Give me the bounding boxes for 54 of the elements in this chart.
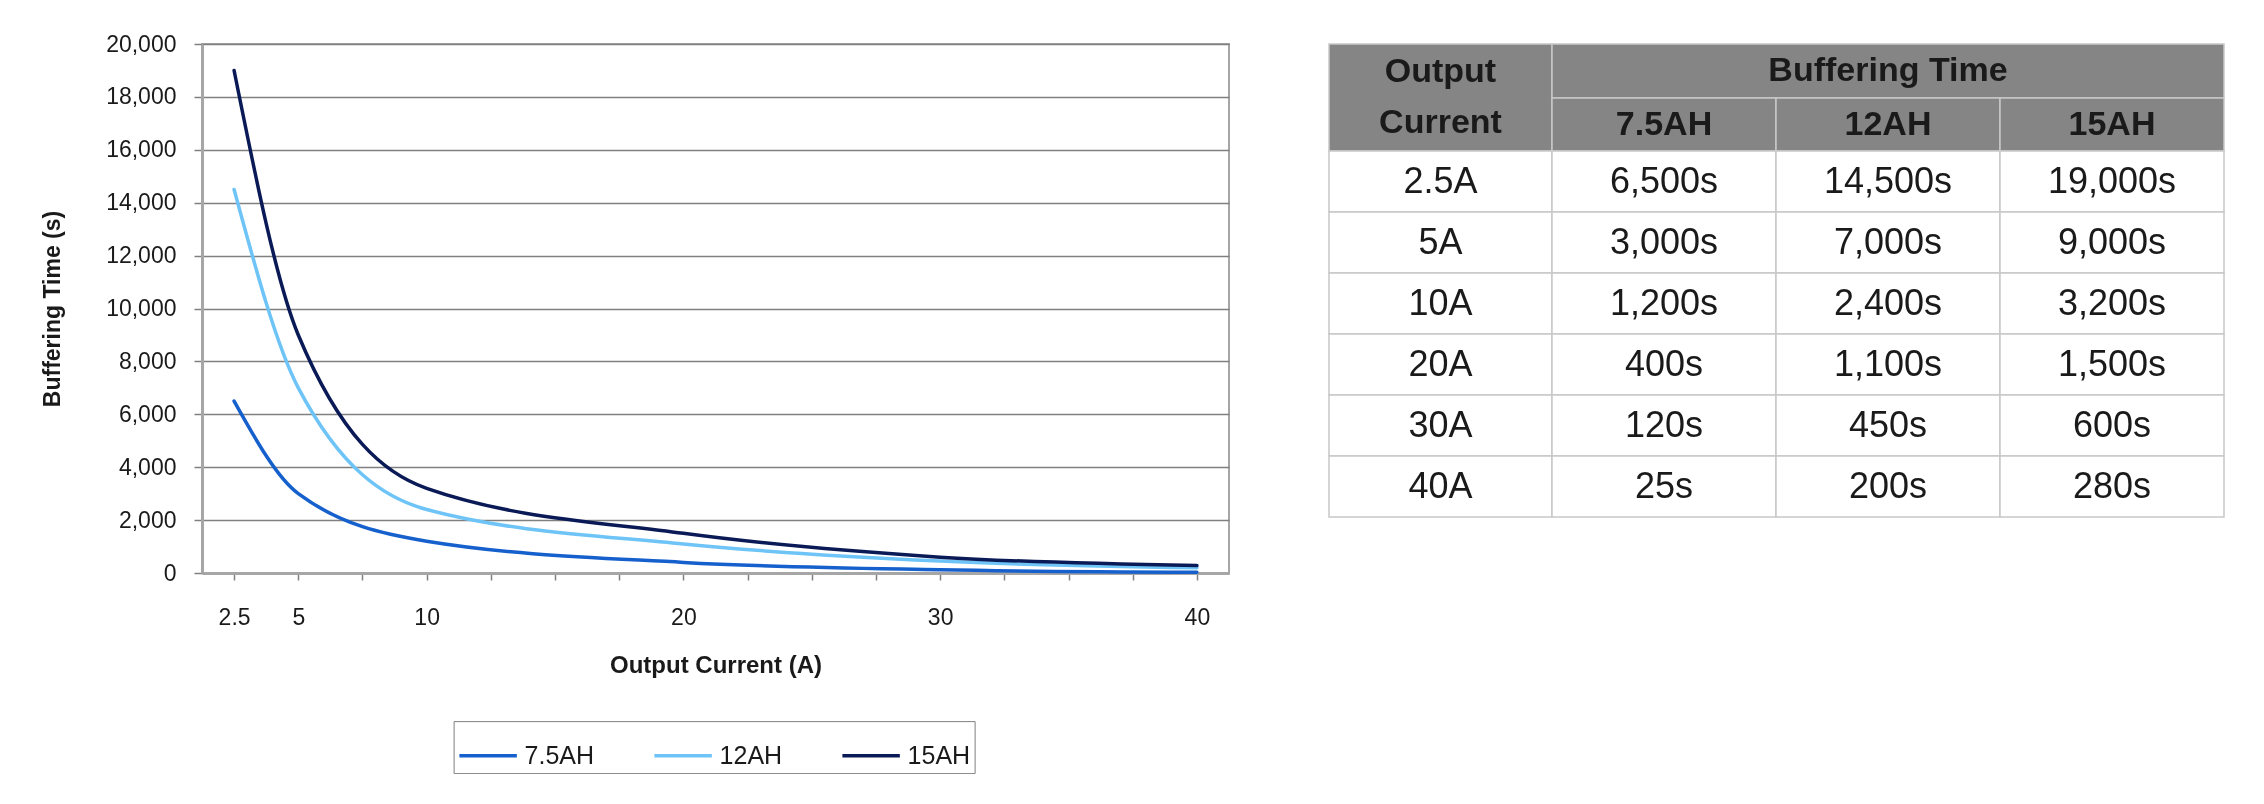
text: 30A <box>1408 403 1473 445</box>
text: 400s <box>1624 342 1704 384</box>
text: 1,100s <box>1833 342 1943 384</box>
text: 20A <box>1408 342 1473 384</box>
text: 120s <box>1624 403 1704 445</box>
text: Output Current <box>1379 51 1502 140</box>
y-tick-label: 14,000 <box>106 189 177 216</box>
legend-label: 7.5AH <box>524 740 595 769</box>
x-tick-label: 30 <box>927 603 954 630</box>
y-tick-label: 16,000 <box>106 136 177 163</box>
line-series <box>232 68 1199 568</box>
text: 25s <box>1634 464 1694 506</box>
y-tick-label: 4,000 <box>118 453 177 480</box>
legend-label: 12AH <box>719 740 783 769</box>
text: 7.5AH <box>1615 103 1713 142</box>
y-axis-title: Buffering Time (s) <box>39 210 66 408</box>
text: 3,200s <box>2057 281 2167 323</box>
line-series <box>232 399 1199 575</box>
y-tick-label: 0 <box>163 559 177 586</box>
text: 12AH <box>1844 103 1932 142</box>
text: 600s <box>2072 403 2152 445</box>
text: 10A <box>1408 281 1473 323</box>
text: 40A <box>1408 464 1473 506</box>
x-tick-label: 10 <box>414 603 440 630</box>
legend-label: 15AH <box>907 740 971 769</box>
y-tick-label: 12,000 <box>106 242 177 269</box>
text: 280s <box>2072 464 2152 506</box>
y-tick-label: 6,000 <box>118 400 177 427</box>
text: 1,200s <box>1609 281 1719 323</box>
text: 19,000s <box>2047 159 2177 201</box>
text: 7,000s <box>1833 220 1943 262</box>
text: 9,000s <box>2057 220 2167 262</box>
text: 5A <box>1418 220 1463 262</box>
y-tick-label: 8,000 <box>118 347 177 374</box>
text: 2.5A <box>1403 159 1478 201</box>
text: 450s <box>1848 403 1928 445</box>
x-axis-title: Output Current (A) <box>610 650 822 678</box>
text: 6,500s <box>1609 159 1719 201</box>
x-tick-label: 40 <box>1184 603 1211 630</box>
text: 14,500s <box>1823 159 1953 201</box>
text: Buffering Time <box>1768 50 2008 88</box>
text: 1,500s <box>2057 342 2167 384</box>
y-tick-label: 2,000 <box>118 506 177 533</box>
x-tick-label: 20 <box>671 603 697 630</box>
x-tick-label: 5 <box>292 603 306 630</box>
text: 15AH <box>2068 103 2156 142</box>
x-tick-label: 2.5 <box>218 603 251 630</box>
text: 3,000s <box>1609 220 1719 262</box>
text: 2,400s <box>1833 281 1943 323</box>
line-series <box>232 187 1199 570</box>
y-tick-label: 18,000 <box>106 83 177 110</box>
y-tick-label: 20,000 <box>106 30 177 57</box>
y-tick-label: 10,000 <box>106 295 177 321</box>
text: 200s <box>1848 464 1928 506</box>
